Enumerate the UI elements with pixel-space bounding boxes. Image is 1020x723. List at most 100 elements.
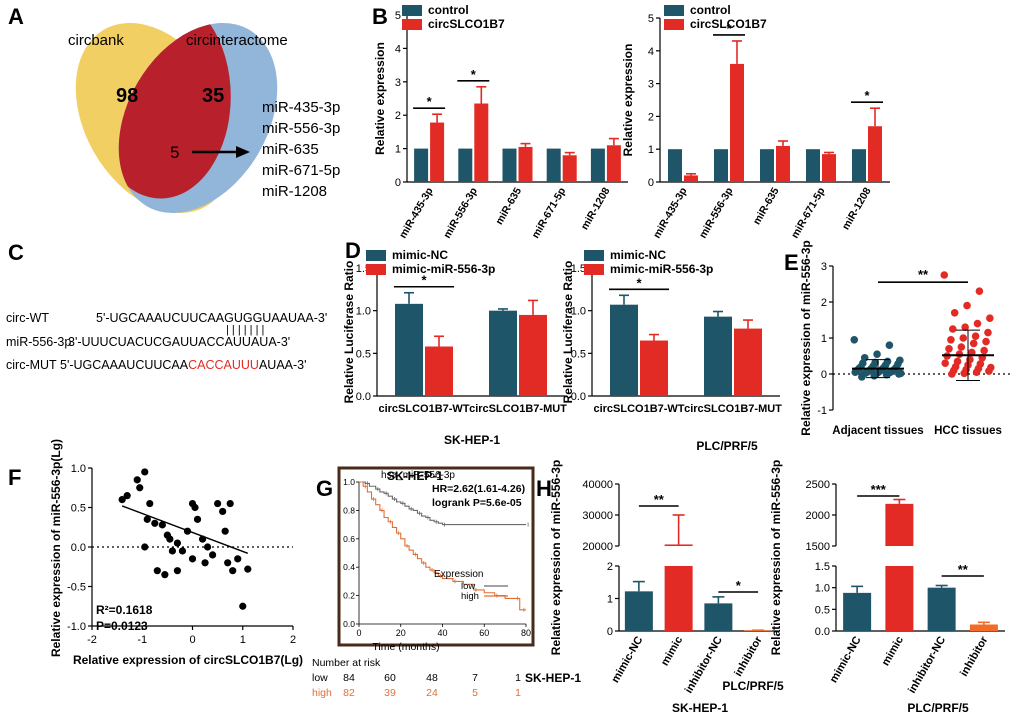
bar-mimic-NC: [624, 591, 653, 631]
panel-label-f: F: [8, 465, 21, 490]
cell-line-caption: PLC/PRF/5: [722, 679, 784, 693]
data-point: [214, 499, 222, 508]
risk-count: 60: [384, 672, 396, 684]
bar-mimic-miR-556-3p: [734, 328, 762, 396]
legend-label: circSLCO1B7: [428, 17, 505, 31]
data-point: [949, 325, 957, 333]
bar-circSLCO1B7: [868, 126, 882, 182]
scatter-y-tick-label: 0: [821, 369, 827, 381]
data-point: [173, 567, 182, 575]
data-point: [234, 555, 242, 563]
km-legend-low: low: [461, 581, 475, 592]
bar-y-tick-label: 1: [648, 144, 654, 156]
scatter-y-tick-label: -1: [817, 405, 827, 417]
risk-row-label: low: [312, 672, 328, 684]
category-label: inhibitor-NC: [906, 634, 948, 695]
data-point: [895, 370, 903, 378]
category-label: circSLCO1B7-WT: [593, 403, 684, 415]
upper-y-tick-label: 2500: [806, 479, 830, 491]
data-point: [118, 496, 126, 504]
data-point: [136, 484, 144, 492]
bar-y-tick-label: 3: [395, 77, 401, 89]
category-label: miR-671-5p: [530, 186, 569, 241]
data-point: [203, 543, 212, 551]
circ-mut-label: circ-MUT: [6, 358, 57, 372]
legend-swatch: [366, 264, 386, 275]
scatter-y-tick-label: 1.0: [71, 463, 86, 475]
circ-wt-sequence: 5'-UGCAAAUCUUCAAGUGGUAAUAA-3': [96, 311, 327, 325]
legend-label: mimic-miR-556-3p: [610, 262, 713, 276]
venn-right-count: 35: [202, 85, 224, 107]
y-axis-title: Relative expression of miR-556-3p(Lg): [49, 439, 63, 657]
risk-count: 48: [426, 672, 438, 684]
category-label: inhibitor: [958, 634, 991, 679]
upper-y-tick-label: 30000: [582, 510, 613, 522]
data-point: [161, 571, 169, 579]
data-point: [201, 559, 209, 567]
data-point: [123, 492, 131, 500]
lower-y-tick-label: 1.0: [815, 583, 830, 595]
data-point: [851, 368, 859, 377]
y-axis-title: Relative expression: [373, 42, 387, 155]
category-label: circSLCO1B7-MUT: [469, 403, 567, 415]
regression-line: [121, 505, 249, 554]
significance-mark: *: [427, 94, 433, 109]
chart-f-correlation: -1.0 -0.5 0.0 0.5 1.0 -2 -1 0 1 2 R²=0.1618 P=0.012…: [49, 439, 443, 667]
bar-mimic-upper: [664, 544, 693, 546]
logrank-p: logrank P=5.6e-05: [432, 497, 522, 509]
bar-mimic-NC: [843, 592, 872, 631]
chart-e-scatter: -1 0 1 2 3 Relative expression of miR-556-3p A…: [799, 240, 1010, 437]
category-label: inhibitor-NC: [683, 634, 725, 695]
bar-circSLCO1B7: [776, 145, 790, 182]
data-point: [870, 372, 878, 380]
data-point: [975, 287, 984, 296]
cell-line-caption: PLC/PRF/5: [696, 439, 758, 453]
bar-y-tick-label: 1.0: [571, 306, 586, 318]
legend-swatch: [366, 250, 386, 261]
data-point: [178, 547, 187, 555]
category-label: miR-635: [493, 185, 524, 227]
data-point: [173, 539, 182, 547]
cell-line-caption: PLC/PRF/5: [907, 701, 969, 715]
data-point: [963, 301, 971, 310]
x-tick-label: 2: [290, 634, 296, 646]
bar-y-tick-label: 4: [395, 43, 401, 55]
data-point: [959, 334, 968, 342]
bar-circSLCO1B7: [430, 122, 445, 182]
upper-y-tick-label: 1500: [806, 541, 830, 553]
bar-inhibitor-NC: [704, 603, 733, 631]
significance-mark: **: [918, 267, 929, 282]
data-point: [885, 341, 894, 350]
y-axis-title: Relative Luciferase Ratio: [342, 261, 356, 404]
km-legend-high: high: [461, 591, 479, 602]
data-point: [980, 346, 988, 355]
data-point: [193, 515, 202, 523]
data-point: [873, 350, 881, 359]
significance-mark: **: [654, 492, 665, 507]
sequence-alignment: circ-WT 5'-UGCAAAUCUUCAAGUGGUAAUAA-3' | …: [6, 311, 327, 372]
km-y-tick-label: 1.0: [343, 477, 355, 487]
bar-mimic-miR-556-3p: [640, 340, 668, 396]
bar-control: [760, 149, 774, 182]
risk-count: 7: [472, 672, 478, 684]
data-point: [239, 602, 247, 610]
data-point: [224, 559, 232, 567]
data-point: [146, 499, 154, 508]
bar-y-tick-label: 3: [648, 79, 654, 91]
data-point: [955, 350, 964, 359]
bar-control: [668, 149, 682, 182]
category-label: HCC tissues: [934, 425, 1002, 437]
category-label: miR-1208: [840, 185, 874, 232]
bar-y-tick-label: 1: [395, 144, 401, 156]
bar-y-tick-label: 0.5: [571, 348, 586, 360]
bar-circSLCO1B7: [606, 145, 621, 182]
bar-mimic-lower: [664, 566, 693, 631]
km-x-tick-label: 80: [521, 628, 531, 638]
upper-y-tick-label: 20000: [582, 541, 613, 553]
data-point: [850, 336, 859, 344]
bar-inhibitor: [969, 624, 998, 631]
mirna-item: miR-635: [262, 141, 319, 158]
data-point: [188, 555, 197, 563]
bar-y-tick-label: 1.5: [571, 263, 586, 275]
